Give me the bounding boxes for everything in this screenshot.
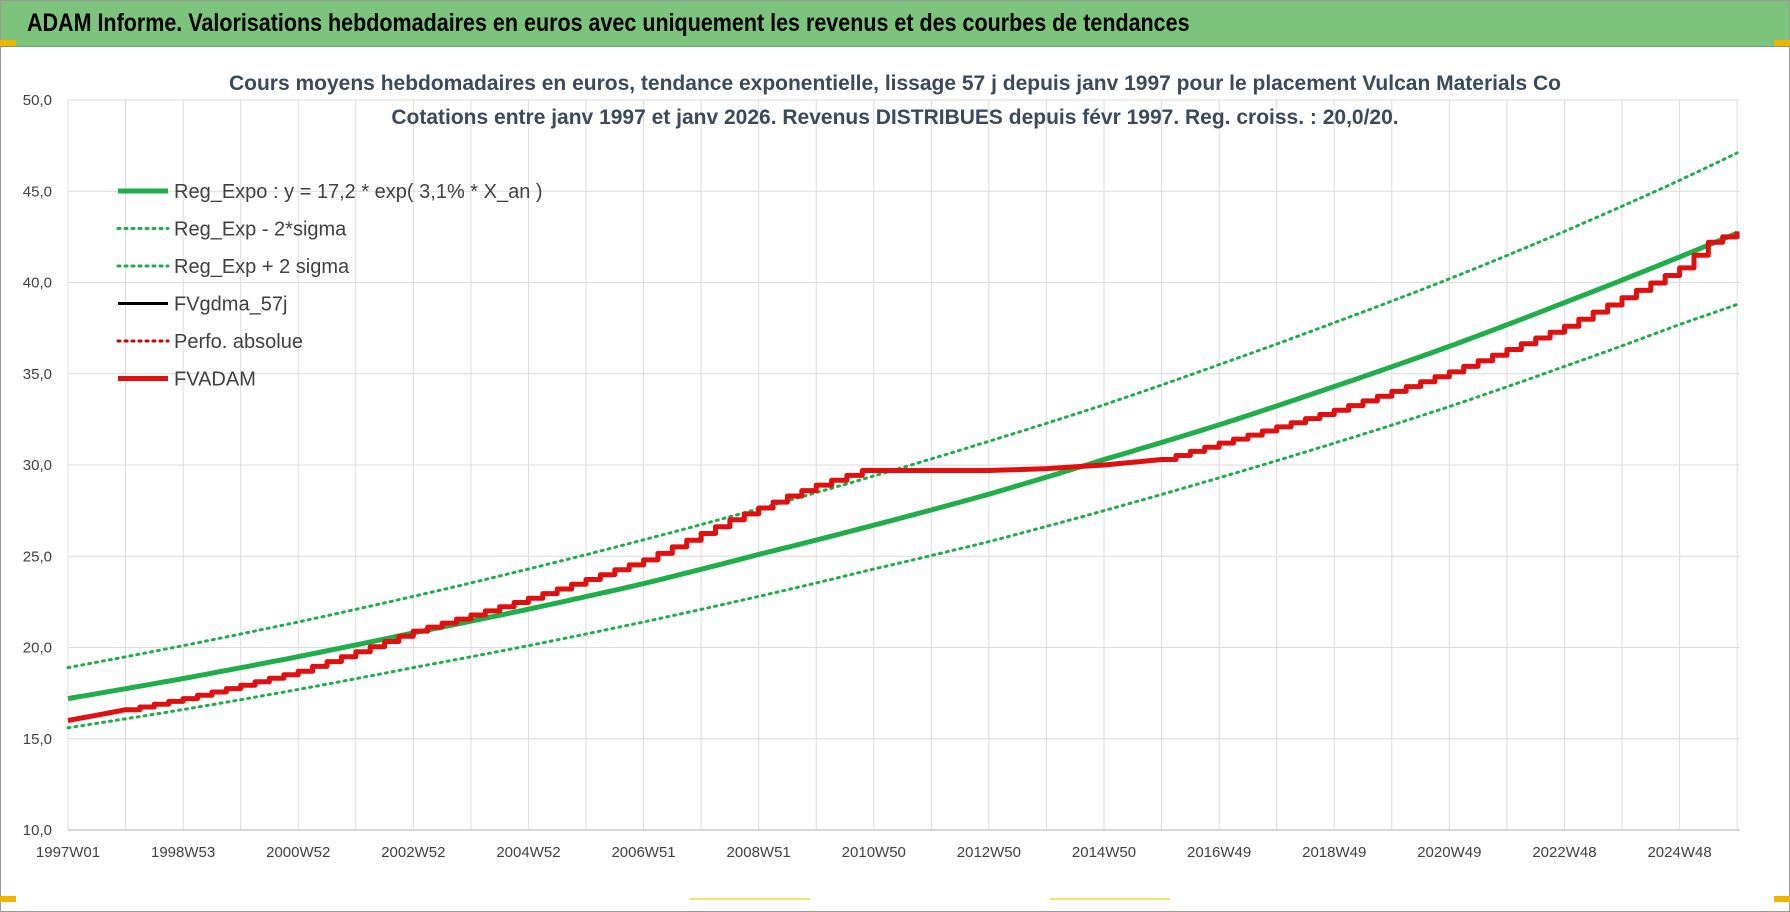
x-tick-label: 2010W50 [842, 844, 906, 861]
x-axis: 1997W01 1998W53 2000W52 2002W52 2004W52 2006W… [36, 844, 1712, 861]
x-tick-label: 2002W52 [381, 844, 445, 861]
x-tick-label: 2020W49 [1417, 844, 1481, 861]
header-title: ADAM Informe. Valorisations hebdomadaire… [27, 9, 1190, 37]
y-tick-label: 35,0 [23, 366, 52, 383]
chart-subtitle: Cotations entre janv 1997 et janv 2026. … [391, 106, 1399, 129]
x-tick-label: 2008W51 [727, 844, 791, 861]
x-tick-label: 1997W01 [36, 844, 100, 861]
corner-mark-bottom-left [0, 896, 16, 902]
legend-label: Perfo. absolue [174, 331, 303, 353]
decorative-bar-right [1050, 898, 1170, 900]
series-line-5 [67, 231, 1740, 723]
y-tick-label: 30,0 [23, 457, 52, 474]
y-tick-label: 20,0 [23, 640, 52, 657]
y-tick-label: 25,0 [23, 548, 52, 565]
legend-label: Reg_Exp + 2 sigma [174, 256, 350, 278]
x-tick-label: 2012W50 [957, 844, 1021, 861]
series-line-2 [66, 151, 1739, 670]
corner-mark-bottom-right [1774, 896, 1790, 902]
grid [67, 99, 1740, 831]
series-line-1 [66, 302, 1739, 730]
y-tick-label: 50,0 [23, 92, 52, 109]
y-tick-label: 15,0 [23, 731, 52, 748]
x-tick-label: 2004W52 [496, 844, 560, 861]
legend-label: FVADAM [174, 369, 256, 391]
corner-mark-top-right [1774, 40, 1790, 46]
y-axis: 10,0 15,0 20,0 25,0 30,0 35,0 40,0 45,0 50,0 [23, 92, 52, 839]
x-tick-label: 2000W52 [266, 844, 330, 861]
x-tick-label: 2006W51 [611, 844, 675, 861]
y-tick-label: 45,0 [23, 183, 52, 200]
x-tick-label: 1998W53 [151, 844, 215, 861]
decorative-bar-left [690, 898, 810, 900]
legend-label: Reg_Expo : y = 17,2 * exp( 3,1% * X_an ) [174, 181, 543, 203]
legend: Reg_Expo : y = 17,2 * exp( 3,1% * X_an )… [116, 181, 543, 391]
series-layer [66, 151, 1740, 730]
x-tick-label: 2014W50 [1072, 844, 1136, 861]
y-tick-label: 40,0 [23, 275, 52, 292]
legend-label: Reg_Exp - 2*sigma [174, 219, 347, 241]
x-tick-label: 2024W48 [1647, 844, 1711, 861]
chart-title: Cours moyens hebdomadaires en euros, ten… [228, 72, 1561, 95]
legend-label: FVgdma_57j [174, 294, 287, 316]
y-tick-label: 10,0 [23, 822, 52, 839]
corner-mark-top-left [0, 40, 16, 46]
series-line-0 [67, 230, 1739, 702]
x-tick-label: 2016W49 [1187, 844, 1251, 861]
x-tick-label: 2018W49 [1302, 844, 1366, 861]
x-tick-label: 2022W48 [1532, 844, 1596, 861]
header-bar: ADAM Informe. Valorisations hebdomadaire… [1, 1, 1789, 47]
